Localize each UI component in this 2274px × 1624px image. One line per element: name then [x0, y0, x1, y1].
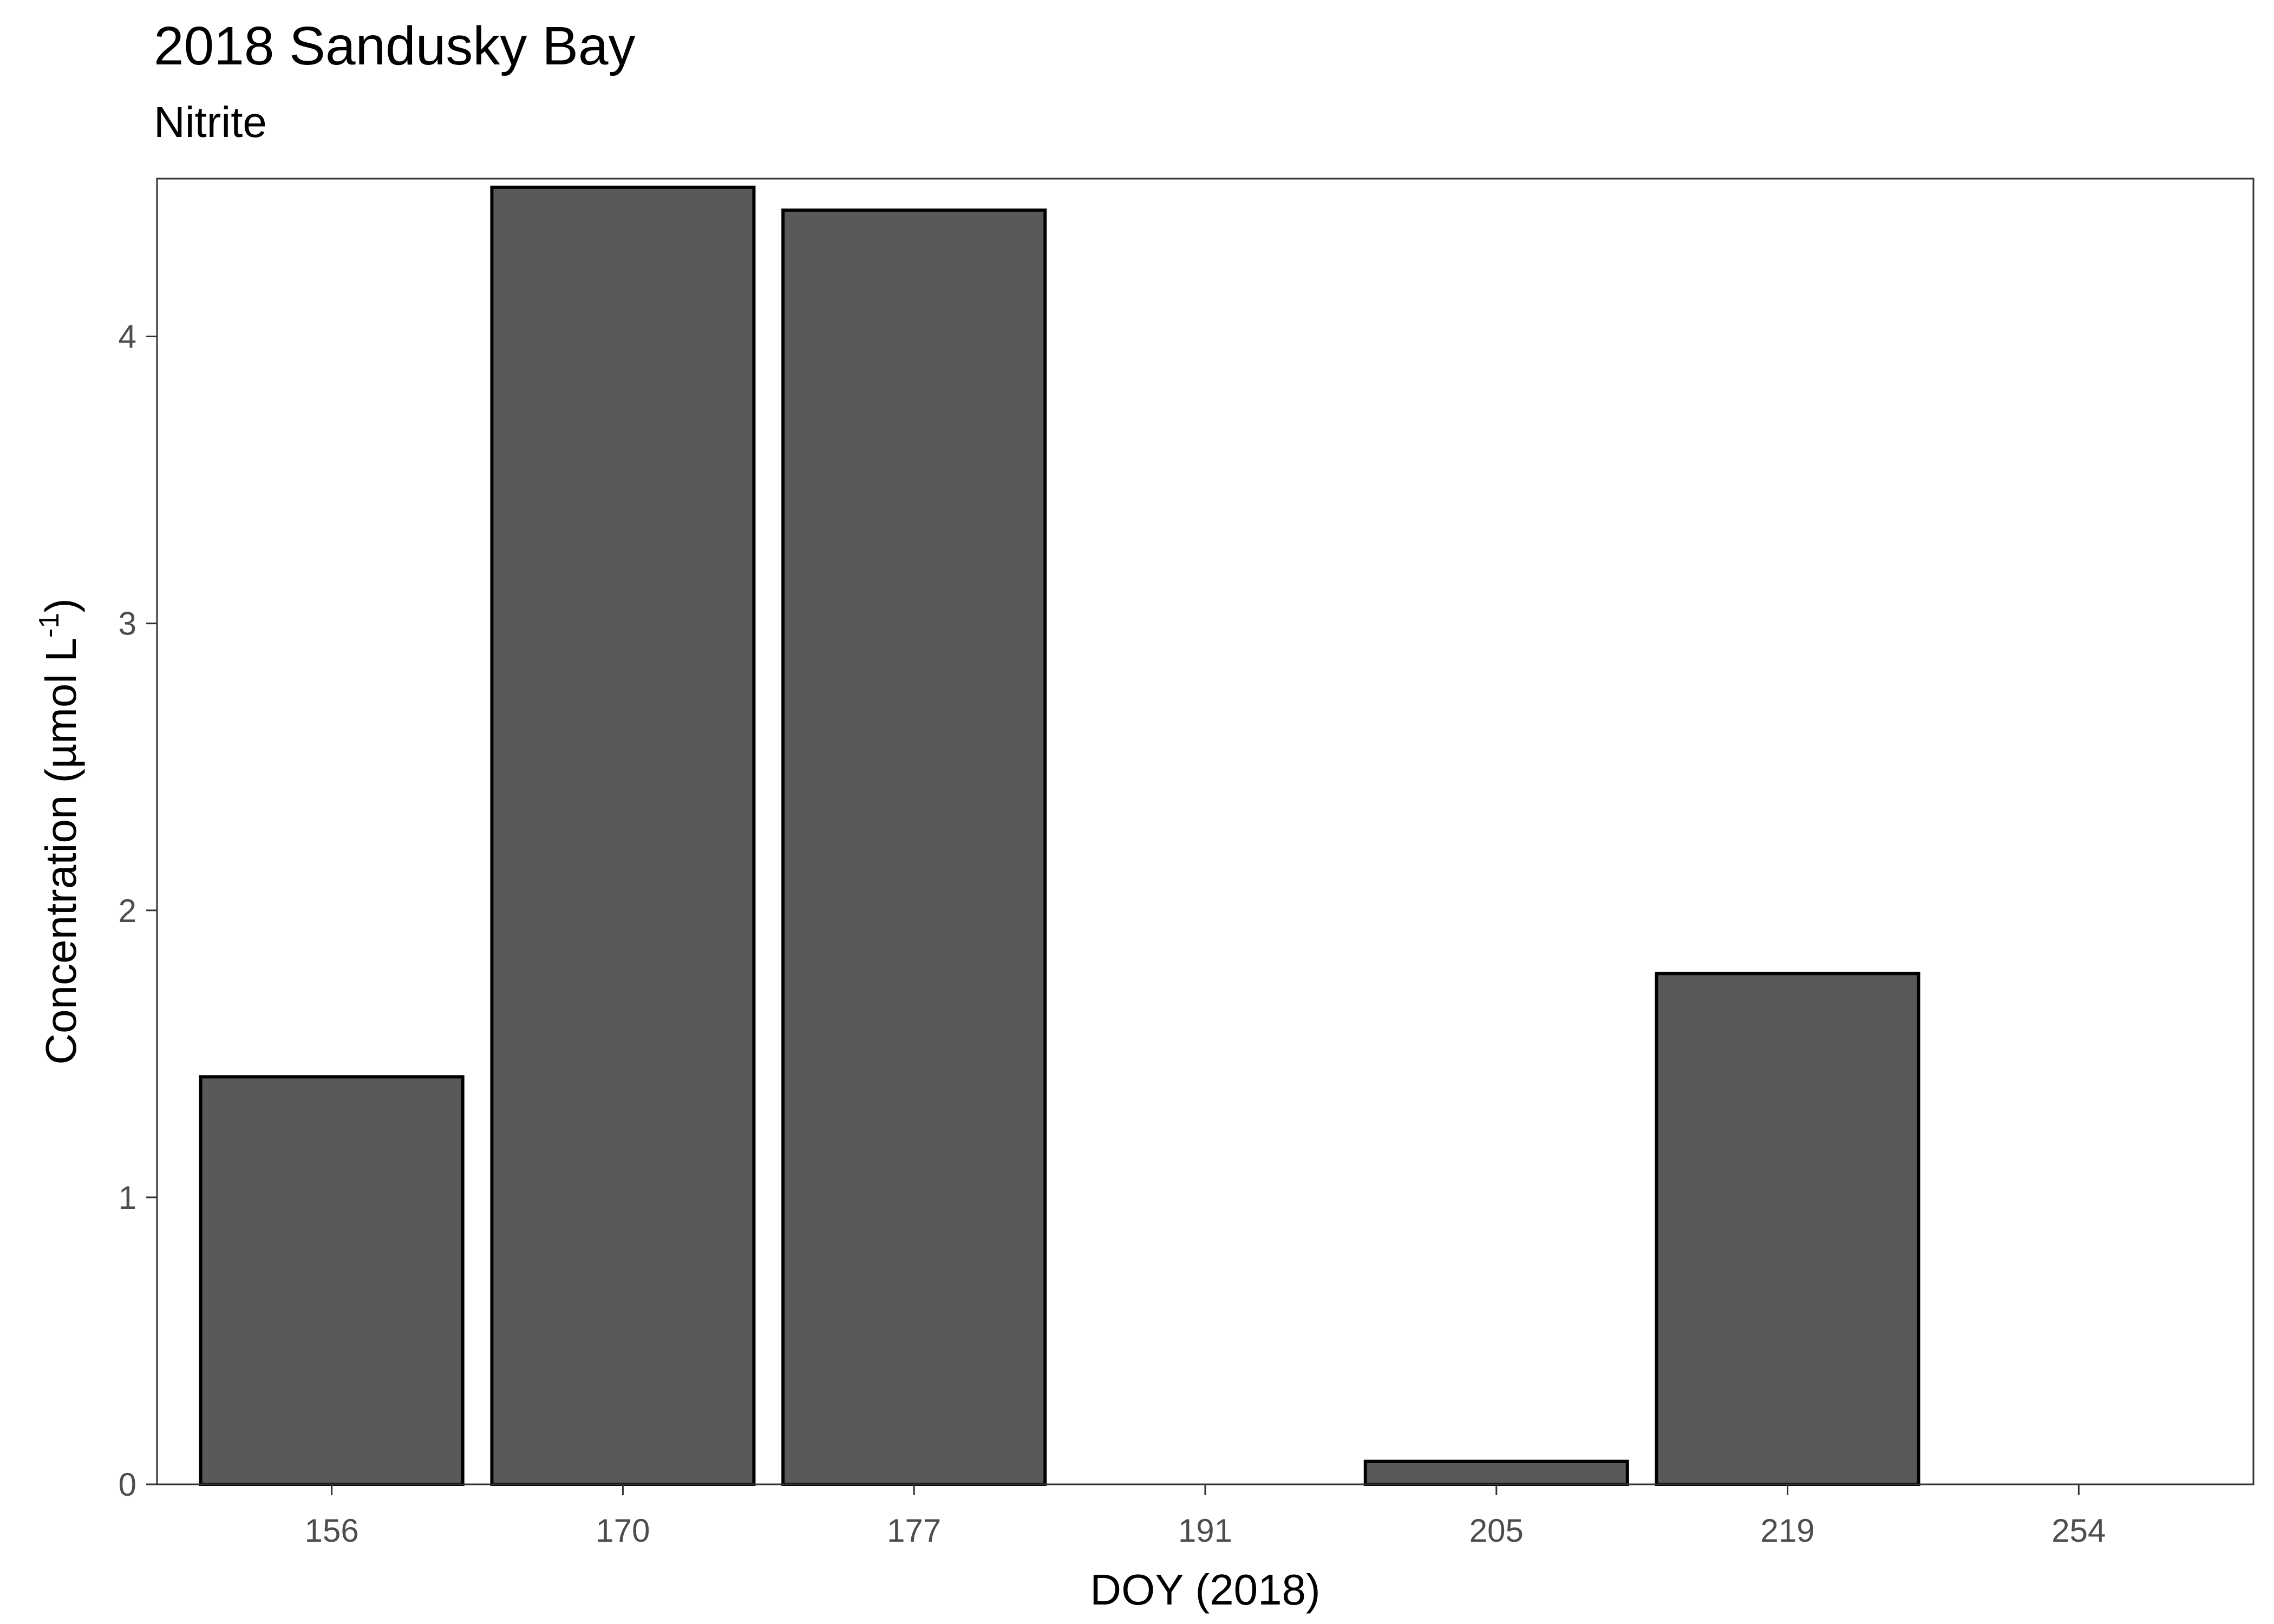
y-axis-title: Concentration (µmol L-1) — [34, 598, 85, 1065]
chart-title: 2018 Sandusky Bay — [154, 16, 636, 76]
y-axis: 0 1 2 3 4 — [119, 319, 157, 1503]
x-axis: 156 170 177 191 205 219 254 — [305, 1484, 2106, 1549]
bars-group — [199, 185, 1920, 1487]
bar-177 — [781, 208, 1047, 1487]
y-axis-title-end: ) — [37, 598, 85, 613]
bar-156 — [199, 1075, 465, 1486]
plot-panel-border — [156, 178, 2255, 1485]
y-axis-title-superscript: -1 — [34, 613, 65, 638]
y-tick-label: 4 — [119, 319, 136, 355]
bar-205 — [1363, 1459, 1629, 1487]
bar-170 — [490, 185, 756, 1486]
x-axis-title: DOY (2018) — [1090, 1566, 1320, 1614]
x-tick-label: 254 — [2051, 1512, 2106, 1549]
y-tick-label: 0 — [119, 1466, 136, 1503]
x-tick-label: 170 — [596, 1512, 650, 1549]
chart-subtitle: Nitrite — [154, 98, 267, 146]
x-tick-label: 219 — [1761, 1512, 1815, 1549]
y-tick-label: 1 — [119, 1180, 136, 1216]
x-tick-label: 156 — [305, 1512, 359, 1549]
x-tick-label: 205 — [1469, 1512, 1524, 1549]
y-tick-label: 3 — [119, 606, 136, 642]
bar-219 — [1655, 972, 1920, 1486]
x-tick-label: 191 — [1178, 1512, 1232, 1549]
y-axis-title-main: Concentration (µmol L — [37, 638, 85, 1065]
x-tick-label: 177 — [887, 1512, 941, 1549]
y-tick-label: 2 — [119, 893, 136, 929]
